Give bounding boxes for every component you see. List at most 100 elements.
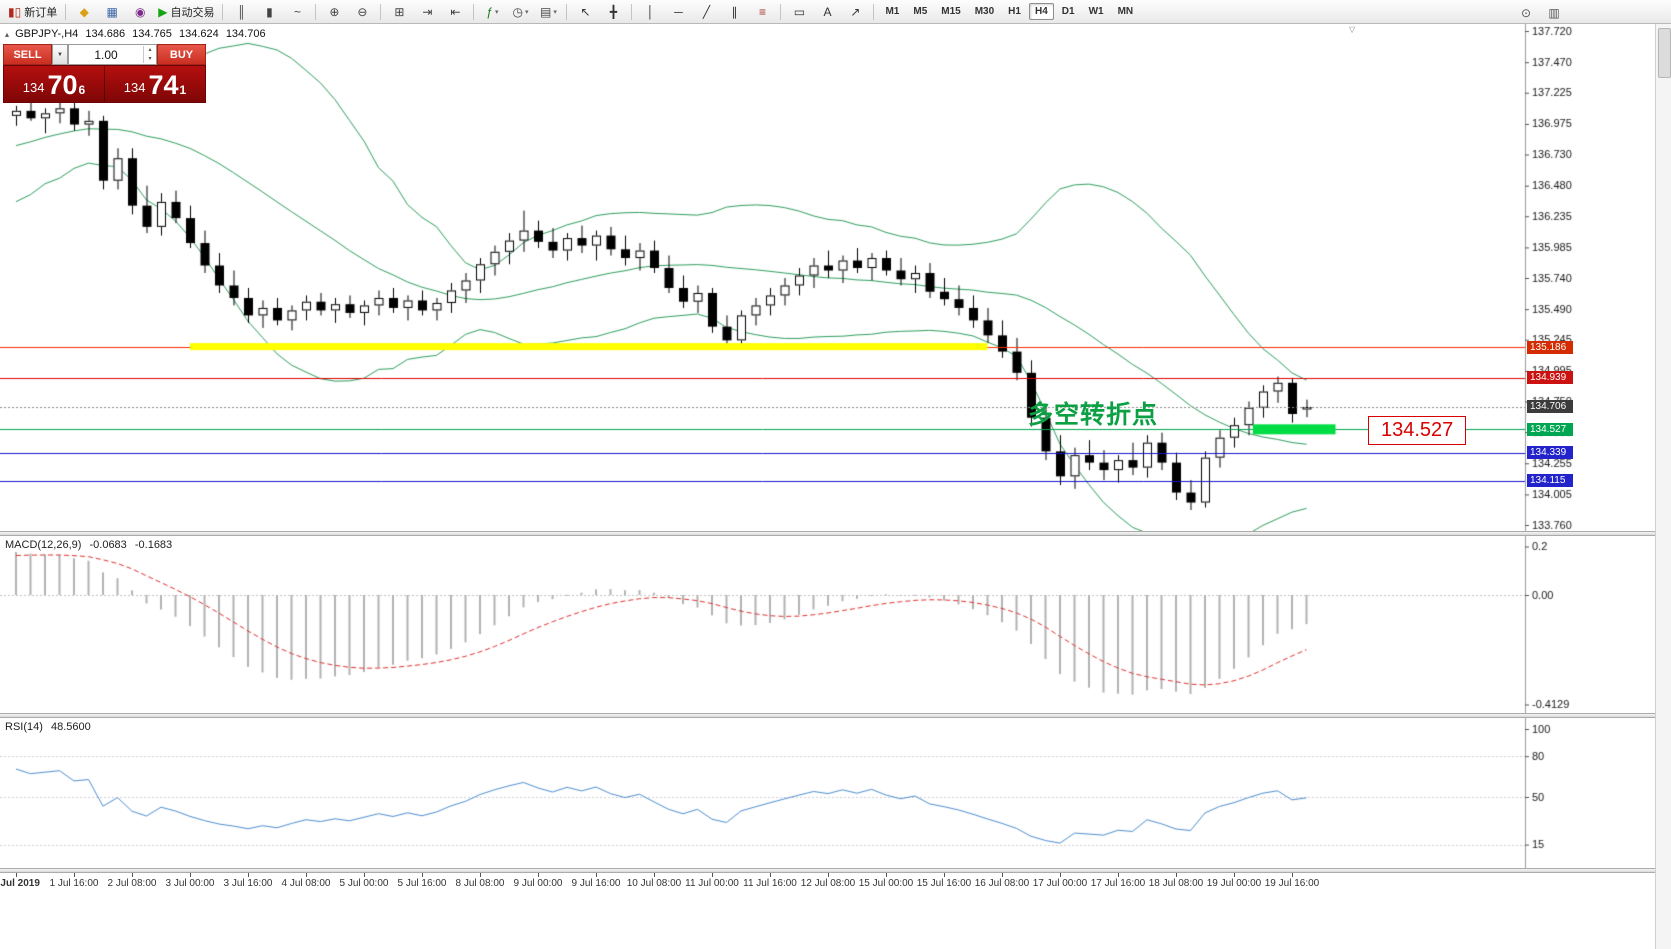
volume-value[interactable]: 1.00: [94, 47, 118, 62]
zoom-in-button[interactable]: ⊕: [321, 1, 347, 23]
price-badge-134.115: 134.115: [1527, 474, 1573, 488]
horizontal-line-button[interactable]: ─: [665, 1, 691, 23]
bar-chart-button[interactable]: ║: [228, 1, 254, 23]
main-chart-canvas[interactable]: [0, 24, 1655, 531]
search-icon: ⊙: [1520, 6, 1532, 20]
search-button[interactable]: ⊙: [1513, 2, 1539, 24]
new-order-button[interactable]: ▮▯ 新订单: [5, 1, 60, 23]
zoom-in-icon: ⊕: [329, 4, 340, 19]
volume-dropdown-button[interactable]: ▼: [52, 44, 68, 65]
macd-panel-canvas[interactable]: [0, 536, 1655, 713]
timeframe-toolbar: M1 M5 M15 M30 H1 H4 D1 W1 MN: [878, 0, 1140, 24]
time-tick: [596, 873, 597, 877]
time-label: 3 Jul 16:00: [223, 878, 273, 889]
timeframe-button-M1[interactable]: M1: [885, 6, 900, 17]
time-label: 15 Jul 00:00: [858, 878, 914, 889]
auto-scroll-button[interactable]: ⇥: [414, 1, 440, 23]
sell-price-pip: 6: [78, 83, 86, 97]
stepper-down-icon[interactable]: ▾: [148, 55, 152, 62]
toolbar-separator: [315, 3, 317, 20]
timeframe-button-MN[interactable]: MN: [1117, 6, 1134, 17]
fibonacci-button[interactable]: ≡: [749, 1, 775, 23]
time-label: 10 Jul 08:00: [626, 878, 682, 889]
chart-shift-icon: ⇤: [450, 4, 461, 19]
time-label: 5 Jul 00:00: [339, 878, 389, 889]
text-label-icon: A: [823, 4, 832, 19]
dropdown-caret-icon: ▾: [495, 8, 499, 16]
shapes-button[interactable]: ▭: [786, 1, 812, 23]
buy-price-figure: 134: [123, 80, 146, 95]
timeframe-button-W1[interactable]: W1: [1088, 6, 1104, 17]
panel-splitter[interactable]: [0, 713, 1655, 718]
tile-windows-button[interactable]: ⊞: [386, 1, 412, 23]
time-tick: [1176, 873, 1177, 877]
time-tick: [248, 873, 249, 877]
periods-button[interactable]: ◷ ▾: [507, 1, 533, 23]
line-chart-button[interactable]: ~: [284, 1, 310, 23]
time-tick: [828, 873, 829, 877]
timeframe-button-M30[interactable]: M30: [974, 6, 995, 17]
vertical-scrollbar[interactable]: [1655, 24, 1671, 949]
volume-stepper[interactable]: ▴ ▾: [143, 46, 156, 63]
templates-button[interactable]: ▤ ▾: [535, 1, 561, 23]
buy-button[interactable]: BUY: [157, 44, 206, 65]
dropdown-caret-icon: ▾: [553, 8, 557, 16]
time-label: 11 Jul 00:00: [685, 878, 739, 889]
timeframe-button-M5[interactable]: M5: [913, 6, 928, 17]
timeframe-button-M15[interactable]: M15: [941, 6, 961, 17]
time-tick: [306, 873, 307, 877]
sell-button[interactable]: SELL: [3, 44, 52, 65]
text-button[interactable]: A: [814, 1, 840, 23]
panel-splitter[interactable]: [0, 531, 1655, 536]
new-order-icon: ▮▯: [8, 4, 22, 19]
rsi-value: 48.5600: [50, 721, 91, 733]
time-tick: [1234, 873, 1235, 877]
new-order-button-label: 新订单: [24, 6, 58, 19]
time-label: 9 Jul 16:00: [571, 878, 621, 889]
zoom-out-icon: ⊖: [357, 4, 368, 19]
timeframe-button-H4[interactable]: H4: [1028, 3, 1054, 20]
timeframe-button-H1[interactable]: H1: [1008, 6, 1021, 17]
clock-icon: ◷: [512, 4, 523, 19]
data-window-button[interactable]: ▥: [1541, 2, 1567, 24]
channel-button[interactable]: ∥: [721, 1, 747, 23]
toolbar-separator: [873, 3, 875, 20]
crosshair-button[interactable]: ╋: [600, 1, 626, 23]
dropdown-caret-icon: ▾: [524, 8, 529, 16]
chart-window-icon: ▴: [5, 30, 10, 39]
ohlc-high: 134.765: [132, 28, 172, 40]
price-badge-134.339: 134.339: [1527, 446, 1573, 460]
auto-scroll-icon: ⇥: [422, 4, 433, 19]
mql-wizard-button[interactable]: ◆: [71, 1, 97, 23]
market-button[interactable]: ▦: [99, 1, 125, 23]
chart-shift-marker-icon[interactable]: ▽: [1349, 25, 1356, 34]
time-label: 18 Jul 08:00: [1148, 878, 1204, 889]
buy-price-display[interactable]: 134 74 1: [105, 66, 205, 102]
scrollbar-thumb[interactable]: [1658, 28, 1671, 78]
volume-field[interactable]: 1.00 ▴ ▾: [68, 44, 157, 65]
autotrading-button[interactable]: ▶ 自动交易: [155, 1, 217, 23]
timeframe-button-D1[interactable]: D1: [1061, 6, 1075, 17]
line-chart-icon: ~: [293, 4, 301, 19]
arrows-button[interactable]: ↗: [842, 1, 868, 23]
chart-shift-button[interactable]: ⇤: [442, 1, 468, 23]
buy-price-big: 74: [148, 70, 179, 101]
time-tick: [364, 873, 365, 877]
vertical-line-button[interactable]: │: [637, 1, 663, 23]
zoom-out-button[interactable]: ⊖: [349, 1, 375, 23]
candlestick-chart-button[interactable]: ▮: [256, 1, 282, 23]
macd-value-signal: -0.1683: [134, 539, 173, 551]
stepper-up-icon[interactable]: ▴: [148, 47, 152, 54]
time-label: 3 Jul 00:00: [165, 878, 215, 889]
ohlc-open: 134.686: [85, 28, 126, 40]
time-axis[interactable]: 1 Jul 2019 1 Jul 16:00 2 Jul 08:00 3 Jul 00…: [0, 873, 1655, 895]
community-button[interactable]: ◉: [127, 1, 153, 23]
indicators-button[interactable]: ƒ ▾: [479, 1, 505, 23]
toolbar-separator: [65, 3, 67, 20]
rsi-panel-canvas[interactable]: [0, 718, 1655, 868]
trendline-button[interactable]: ╱: [693, 1, 719, 23]
cursor-button[interactable]: ↖: [572, 1, 598, 23]
panel-splitter[interactable]: [0, 868, 1655, 873]
time-tick: [1292, 873, 1293, 877]
sell-price-display[interactable]: 134 70 6: [4, 66, 105, 102]
